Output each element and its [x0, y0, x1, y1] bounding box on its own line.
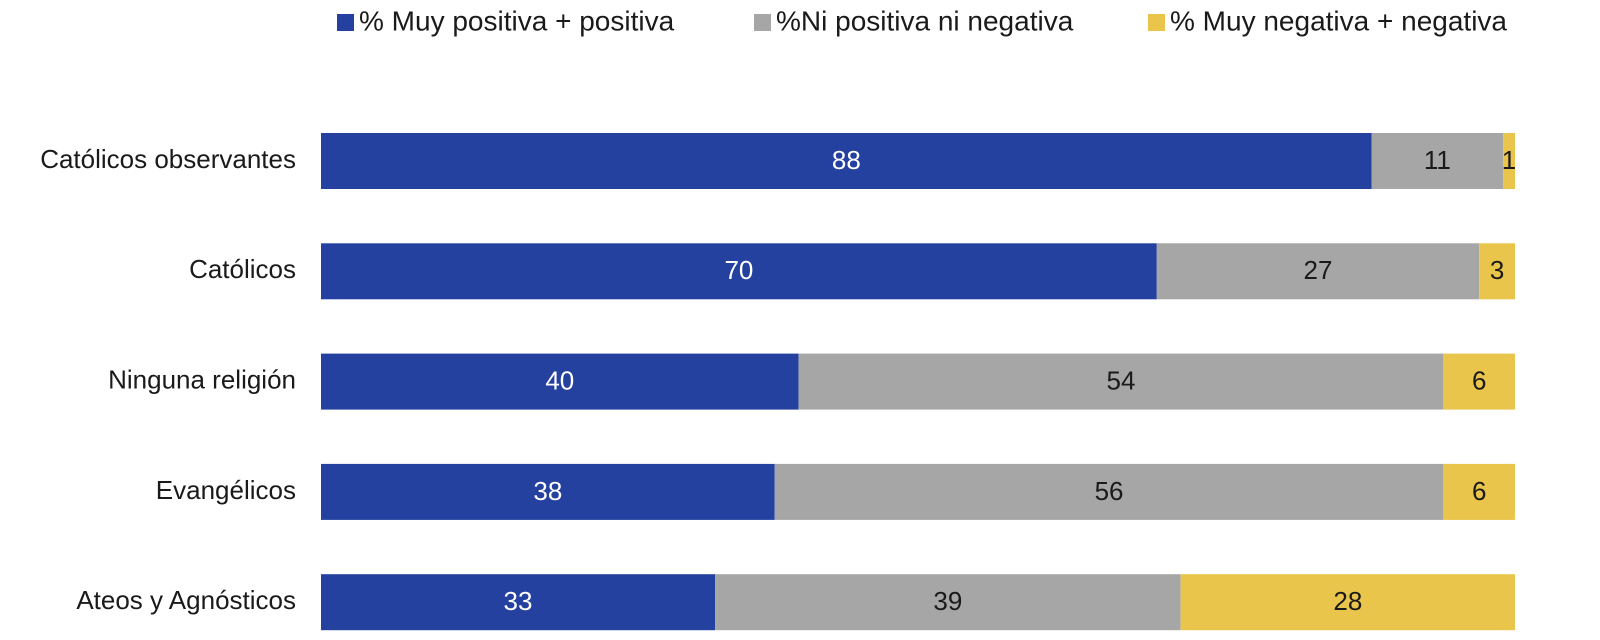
bar-segment: [1156, 243, 1480, 300]
bar-segment: [1443, 463, 1515, 520]
data-label: 88: [832, 145, 861, 175]
data-label: 6: [1472, 365, 1486, 395]
bar-segment: [1503, 133, 1515, 189]
bar-segment: [321, 463, 775, 520]
data-label: 54: [1107, 365, 1136, 395]
legend-swatch: [337, 14, 354, 31]
data-label: 38: [533, 476, 562, 506]
bar-segment: [715, 574, 1181, 631]
bar-segment: [321, 574, 716, 631]
data-label: 1: [1502, 145, 1516, 175]
legend-swatch: [1148, 14, 1165, 31]
data-label: 11: [1424, 145, 1451, 175]
bar-segment: [321, 243, 1157, 300]
y-tick-label: Católicos: [189, 254, 296, 284]
y-tick-label: Católicos observantes: [40, 144, 296, 174]
data-label: 27: [1304, 255, 1333, 285]
bar-segment: [1479, 243, 1515, 300]
y-tick-label: Evangélicos: [156, 475, 296, 505]
bar-segment: [774, 463, 1444, 520]
bar-segment: [321, 133, 1372, 189]
legend-label: %Ni positiva ni negativa: [776, 5, 1074, 36]
bar-segment: [1371, 133, 1504, 189]
data-label: 28: [1333, 586, 1362, 616]
data-label: 6: [1472, 476, 1486, 506]
bar-segment: [1443, 353, 1515, 410]
data-label: 56: [1095, 476, 1124, 506]
y-tick-label: Ateos y Agnósticos: [76, 585, 296, 615]
data-label: 70: [724, 255, 753, 285]
y-tick-label: Ninguna religión: [108, 364, 296, 394]
bar-segment: [1180, 574, 1515, 631]
legend-swatch: [754, 14, 771, 31]
bar-segment: [321, 353, 799, 410]
data-label: 39: [933, 586, 962, 616]
legend-label: % Muy positiva + positiva: [359, 5, 675, 36]
data-label: 40: [545, 365, 574, 395]
data-label: 33: [504, 586, 533, 616]
data-label: 3: [1490, 255, 1504, 285]
bar-segment: [798, 353, 1444, 410]
legend-label: % Muy negativa + negativa: [1170, 5, 1507, 36]
